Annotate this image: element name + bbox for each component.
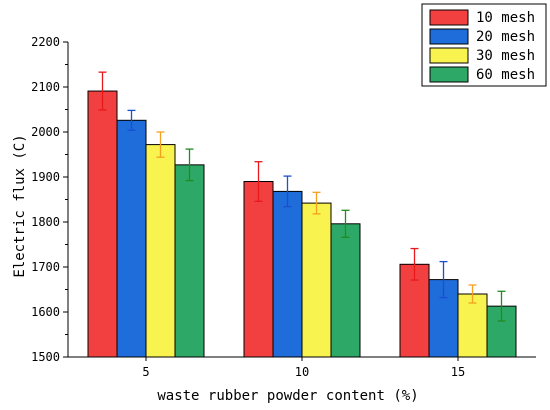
y-axis-label: Electric flux (C) <box>12 134 28 277</box>
x-axis-label: waste rubber powder content (%) <box>157 388 418 404</box>
legend-swatch <box>429 66 469 83</box>
bar <box>272 190 303 358</box>
axes-layer: 5 10 15 1500 1600 1700 1800 1900 2000 2100 2200 <box>31 35 536 379</box>
legend-swatch <box>429 47 469 64</box>
error-bars-layer <box>98 71 506 322</box>
legend-label: 60 mesh <box>476 67 535 83</box>
legend: 10 mesh 20 mesh 30 mesh 60 mesh <box>421 3 547 87</box>
y-tick-label: 1600 <box>31 305 60 319</box>
bar <box>301 202 332 358</box>
bar <box>116 119 147 358</box>
y-tick-label: 1700 <box>31 260 60 274</box>
bar <box>174 164 205 358</box>
y-tick-label: 1900 <box>31 170 60 184</box>
bar <box>87 90 118 358</box>
legend-label: 10 mesh <box>476 10 535 26</box>
legend-label: 30 mesh <box>476 48 535 64</box>
x-tick-label: 10 <box>295 365 309 379</box>
y-tick-label: 2100 <box>31 80 60 94</box>
bar <box>486 305 517 358</box>
legend-swatch <box>429 28 469 45</box>
y-tick-label: 1500 <box>31 350 60 364</box>
x-tick-label: 15 <box>451 365 465 379</box>
bars-layer <box>87 90 517 358</box>
y-tick-label: 2200 <box>31 35 60 49</box>
legend-swatch <box>429 9 469 26</box>
y-tick-label: 2000 <box>31 125 60 139</box>
bar <box>145 144 176 358</box>
x-tick-label: 5 <box>142 365 149 379</box>
bar <box>330 223 361 358</box>
bar <box>243 181 274 358</box>
y-tick-label: 1800 <box>31 215 60 229</box>
legend-label: 20 mesh <box>476 29 535 45</box>
